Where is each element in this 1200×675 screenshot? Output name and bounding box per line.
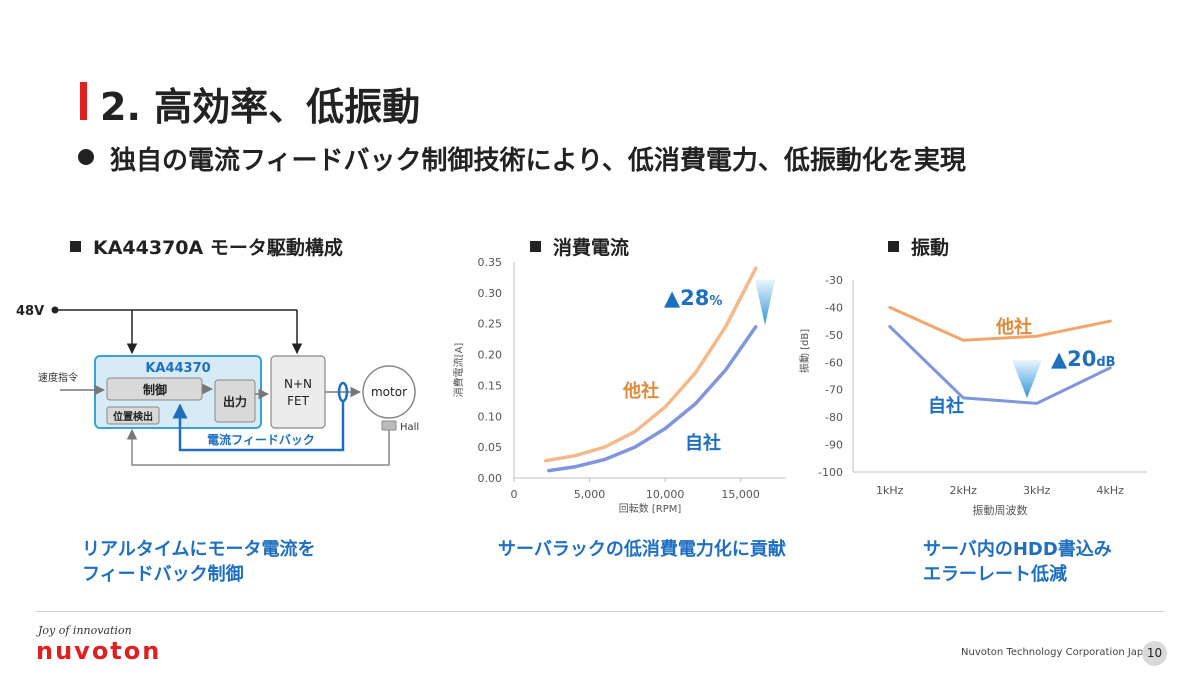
- vibration-y-tick-label: -100: [818, 466, 843, 479]
- vibration-y-tick-label: -70: [825, 384, 843, 397]
- current-y-tick-label: 0.25: [478, 318, 503, 331]
- vibration-y-tick-label: -80: [825, 411, 843, 424]
- current-x-tick-label: 10,000: [646, 488, 685, 501]
- hall-sensor-icon: [381, 420, 397, 431]
- current-chart-heading: 消費電流: [530, 233, 629, 260]
- vibration-y-tick-label: -90: [825, 439, 843, 452]
- vibration-caption-line1: サーバ内のHDD書込み: [923, 539, 1112, 560]
- hall-feedback-line: [126, 428, 390, 466]
- vibration-other-label: 他社: [995, 316, 1032, 338]
- current-series-line-other: [543, 266, 758, 463]
- control-label: 制御: [143, 382, 167, 397]
- company-name: Nuvoton Technology Corporation Japan: [961, 647, 1156, 658]
- current-y-tick-label: 0.30: [478, 287, 503, 300]
- current-feedback-line: [172, 401, 345, 452]
- vibration-x-tick-label: 3kHz: [1023, 484, 1051, 497]
- speed-command-label: 速度指令: [38, 371, 78, 384]
- vibration-caption-line2: エラーレート低減: [923, 564, 1067, 585]
- nuvoton-logo: nuvoton: [36, 637, 162, 665]
- fet-block: [270, 355, 326, 429]
- diagram-caption-line1: リアルタイムにモータ電流を: [82, 539, 316, 560]
- vibration-series-line-other: [888, 305, 1112, 342]
- diagram-caption: リアルタイムにモータ電流を フィードバック制御: [82, 537, 315, 587]
- vibration-chart-heading-text: 振動: [911, 237, 950, 259]
- page-number: 10: [1142, 641, 1167, 666]
- vibration-chart-heading: 振動: [888, 233, 949, 260]
- current-chart: 0.00 0.05 0.10 0.15 0.20 0.25 0.30 0.35 0 5,000 10…: [452, 256, 786, 515]
- vibration-y-tick-label: -40: [825, 301, 843, 314]
- bullet-text: 独自の電流フィードバック制御技術により、低消費電力、低振動化を実現: [110, 146, 966, 176]
- slide-title: 2. 高効率、低振動: [100, 85, 421, 129]
- diagram-heading-text: KA44370A モータ駆動構成: [93, 237, 343, 259]
- footer-divider: [36, 611, 1164, 612]
- vibration-x-tick-label: 1kHz: [876, 484, 904, 497]
- fet-label-line2: FET: [287, 394, 309, 408]
- current-y-tick-label: 0.35: [478, 256, 503, 269]
- output-block: [214, 379, 256, 423]
- current-y-tick-label: 0.20: [478, 349, 503, 362]
- diagram-caption-line2: フィードバック制御: [82, 564, 244, 585]
- square-bullet-icon: [888, 241, 899, 252]
- vibration-y-tick-label: -60: [825, 356, 843, 369]
- vibration-x-tick-label: 4kHz: [1097, 484, 1125, 497]
- current-caption-line: サーバラックの低消費電力化に貢献: [498, 539, 786, 560]
- vibration-x-axis-label: 振動周波数: [973, 503, 1028, 517]
- bullet-icon: [78, 149, 94, 165]
- slogan-text: Joy of innovation: [38, 624, 132, 637]
- vibration-chart: -30 -40 -50 -60 -70 -80 -90 -100 1kHz 2kHz 3kHz 4kH…: [798, 274, 1147, 517]
- vibration-improvement: ▲20dB: [1051, 347, 1116, 371]
- current-chart-heading-text: 消費電流: [553, 237, 630, 259]
- current-x-axis-label: 回転数 [RPM]: [619, 502, 682, 515]
- output-label: 出力: [223, 394, 247, 409]
- square-bullet-icon: [70, 241, 81, 252]
- vibration-series-line-own: [888, 325, 1112, 405]
- vibration-own-label: 自社: [928, 395, 964, 417]
- fet-label-line1: N+N: [284, 377, 312, 391]
- current-x-tick-label: 15,000: [721, 488, 760, 501]
- current-caption: サーバラックの低消費電力化に貢献: [498, 537, 786, 562]
- vibration-x-tick-label: 2kHz: [950, 484, 978, 497]
- hall-label: Hall: [400, 422, 419, 433]
- current-own-label: 自社: [685, 432, 721, 454]
- vibration-y-tick-label: -50: [825, 329, 843, 342]
- current-y-tick-label: 0.00: [478, 472, 503, 485]
- current-y-axis-label: 消費電流[A]: [452, 343, 465, 398]
- square-bullet-icon: [530, 241, 541, 252]
- voltage-label: 48V: [16, 304, 44, 319]
- motor-drive-diagram: 48V KA44370 速度指令 制御 位置検出 出力 N+N FET moto…: [16, 304, 419, 466]
- diagram-heading: KA44370A モータ駆動構成: [70, 233, 343, 260]
- current-x-tick-label: 5,000: [574, 488, 606, 501]
- current-y-tick-label: 0.10: [478, 410, 503, 423]
- motor-label: motor: [371, 385, 407, 399]
- title-accent-bar: [80, 82, 87, 120]
- current-x-tick-label: 0: [511, 488, 518, 501]
- current-improvement: ▲28%: [664, 286, 722, 310]
- current-down-arrow-icon: [755, 280, 775, 325]
- position-detect-block: [106, 406, 160, 425]
- vibration-down-arrow-icon: [1012, 360, 1042, 398]
- ic-label: KA44370: [145, 361, 210, 376]
- current-y-tick-label: 0.15: [478, 379, 503, 392]
- current-y-tick-label: 0.05: [478, 441, 503, 454]
- feedback-label: 電流フィードバック: [207, 432, 315, 447]
- vibration-y-tick-label: -30: [825, 274, 843, 287]
- vibration-y-axis-label: 振動 [dB]: [798, 329, 811, 373]
- current-other-label: 他社: [622, 380, 659, 402]
- vibration-caption: サーバ内のHDD書込み エラーレート低減: [923, 537, 1112, 587]
- position-detect-label: 位置検出: [113, 410, 153, 423]
- current-series-line-own: [547, 325, 758, 473]
- motor-icon: [362, 365, 416, 419]
